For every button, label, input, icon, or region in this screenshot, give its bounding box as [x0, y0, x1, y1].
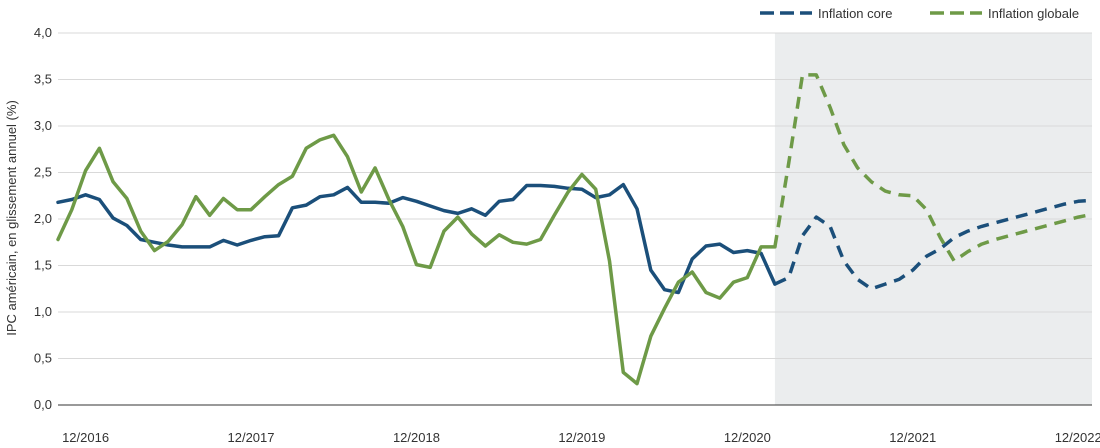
x-tick-label: 12/2017 [228, 430, 275, 445]
x-tick-labels: 12/2016 12/2017 12/2018 12/2019 12/2020 12/20… [62, 430, 1100, 445]
inflation-globale-forecast-line [773, 73, 1093, 263]
legend-item-inflation-core: Inflation core [760, 6, 892, 21]
y-axis-title: IPC américain, en glissement annuel (%) [4, 100, 19, 336]
grid-lines [58, 32, 1092, 359]
legend-label: Inflation globale [988, 6, 1079, 21]
y-tick-label: 0,0 [34, 397, 52, 412]
y-tick-label: 3,0 [34, 118, 52, 133]
series-lines [56, 73, 1093, 386]
legend: Inflation core Inflation globale [760, 6, 1079, 21]
y-tick-label: 1,0 [34, 304, 52, 319]
legend-label: Inflation core [818, 6, 892, 21]
y-tick-label: 0,5 [34, 351, 52, 366]
inflation-core-actual-line [56, 182, 777, 295]
y-tick-label: 4,0 [34, 25, 52, 40]
inflation-core-forecast-line [774, 198, 1093, 291]
x-tick-label: 12/2019 [558, 430, 605, 445]
y-tick-labels: 0,0 0,5 1,0 1,5 2,0 2,5 3,0 3,5 4,0 [34, 25, 52, 412]
legend-item-inflation-globale: Inflation globale [930, 6, 1079, 21]
y-tick-label: 1,5 [34, 258, 52, 273]
y-tick-label: 3,5 [34, 72, 52, 87]
x-tick-label: 12/2016 [62, 430, 109, 445]
y-tick-label: 2,5 [34, 165, 52, 180]
inflation-globale-actual-line [56, 133, 777, 386]
x-tick-label: 12/2022 [1055, 430, 1100, 445]
x-tick-label: 12/2020 [724, 430, 771, 445]
y-tick-label: 2,0 [34, 211, 52, 226]
x-tick-label: 12/2021 [889, 430, 936, 445]
x-tick-label: 12/2018 [393, 430, 440, 445]
